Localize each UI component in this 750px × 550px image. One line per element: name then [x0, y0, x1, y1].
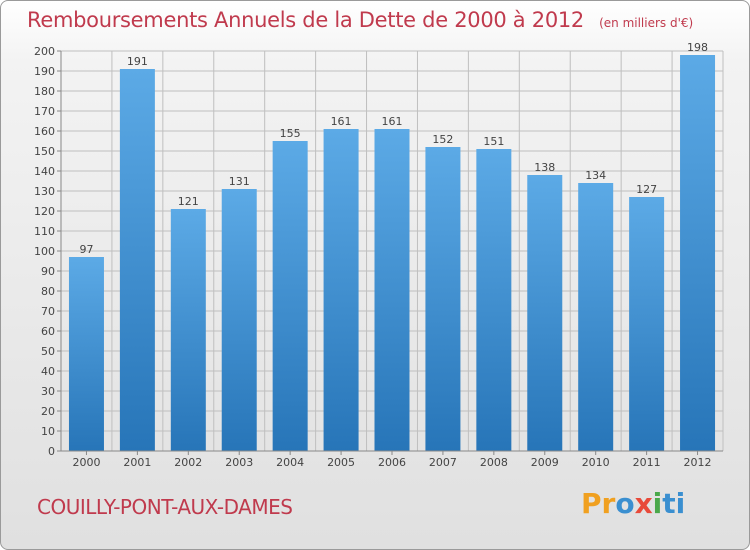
logo-part: Pr: [581, 487, 616, 520]
y-tick-label: 100: [34, 245, 55, 258]
proxiti-logo[interactable]: Proxiti: [581, 487, 685, 520]
chart-unit: (en milliers d'€): [599, 16, 694, 30]
y-tick-label: 110: [34, 225, 55, 238]
bar-value-label: 97: [79, 243, 93, 256]
bar-value-label: 198: [687, 41, 708, 54]
bar-2008: [476, 149, 512, 451]
bar-value-label: 134: [585, 169, 606, 182]
bar-value-label: 131: [229, 175, 250, 188]
x-tick-label: 2010: [582, 456, 610, 469]
logo-part: ti: [662, 487, 686, 520]
y-tick-label: 20: [41, 405, 55, 418]
bar-value-label: 138: [534, 161, 555, 174]
bar-value-label: 161: [331, 115, 352, 128]
bar-2005: [323, 129, 359, 451]
x-tick-label: 2002: [174, 456, 202, 469]
y-tick-label: 170: [34, 105, 55, 118]
y-tick-label: 0: [48, 445, 55, 458]
y-tick-label: 140: [34, 165, 55, 178]
bar-value-label: 151: [483, 135, 504, 148]
bar-2000: [68, 257, 104, 451]
x-tick-label: 2008: [480, 456, 508, 469]
bar-2003: [221, 189, 257, 451]
bar-value-label: 155: [280, 127, 301, 140]
y-tick-label: 50: [41, 345, 55, 358]
bar-value-label: 191: [127, 55, 148, 68]
bar-2002: [170, 209, 206, 451]
bar-2010: [578, 183, 614, 451]
x-tick-label: 2000: [72, 456, 100, 469]
logo-part: o: [615, 487, 635, 520]
y-tick-label: 150: [34, 145, 55, 158]
bar-value-label: 121: [178, 195, 199, 208]
bar-value-label: 161: [382, 115, 403, 128]
y-tick-label: 120: [34, 205, 55, 218]
y-tick-label: 190: [34, 65, 55, 78]
bar-2006: [374, 129, 410, 451]
y-tick-label: 160: [34, 125, 55, 138]
logo-part: x: [634, 487, 653, 520]
bar-2004: [272, 141, 308, 451]
bar-value-label: 127: [636, 183, 657, 196]
logo-part: i: [652, 487, 663, 520]
chart-title: Remboursements Annuels de la Dette de 20…: [27, 8, 584, 32]
y-tick-label: 10: [41, 425, 55, 438]
y-tick-label: 30: [41, 385, 55, 398]
y-tick-label: 180: [34, 85, 55, 98]
x-tick-label: 2001: [123, 456, 151, 469]
y-tick-label: 200: [34, 45, 55, 58]
bar-value-label: 152: [432, 133, 453, 146]
bar-2011: [629, 197, 665, 451]
bar-2009: [527, 175, 563, 451]
bar-2007: [425, 147, 461, 451]
y-tick-label: 60: [41, 325, 55, 338]
x-tick-label: 2006: [378, 456, 406, 469]
x-tick-label: 2003: [225, 456, 253, 469]
bar-2012: [680, 55, 716, 451]
y-tick-label: 130: [34, 185, 55, 198]
y-tick-label: 90: [41, 265, 55, 278]
y-tick-label: 70: [41, 305, 55, 318]
x-tick-label: 2005: [327, 456, 355, 469]
title-row: Remboursements Annuels de la Dette de 20…: [27, 8, 693, 32]
bar-layer: 97 191 121 131 155 161 161 152 151 138 134 127 198: [68, 41, 716, 451]
x-tick-label: 2012: [684, 456, 712, 469]
commune-name: COUILLY-PONT-AUX-DAMES: [37, 495, 293, 519]
x-tick-label: 2007: [429, 456, 457, 469]
x-tick-label: 2004: [276, 456, 304, 469]
axis-layer: 0 10 20 30 40 50 60 70 80 90 100 110 120 130 140 150 160…: [34, 45, 723, 469]
x-tick-label: 2009: [531, 456, 559, 469]
x-tick-label: 2011: [633, 456, 661, 469]
bar-2001: [119, 69, 155, 451]
y-tick-label: 80: [41, 285, 55, 298]
y-tick-label: 40: [41, 365, 55, 378]
